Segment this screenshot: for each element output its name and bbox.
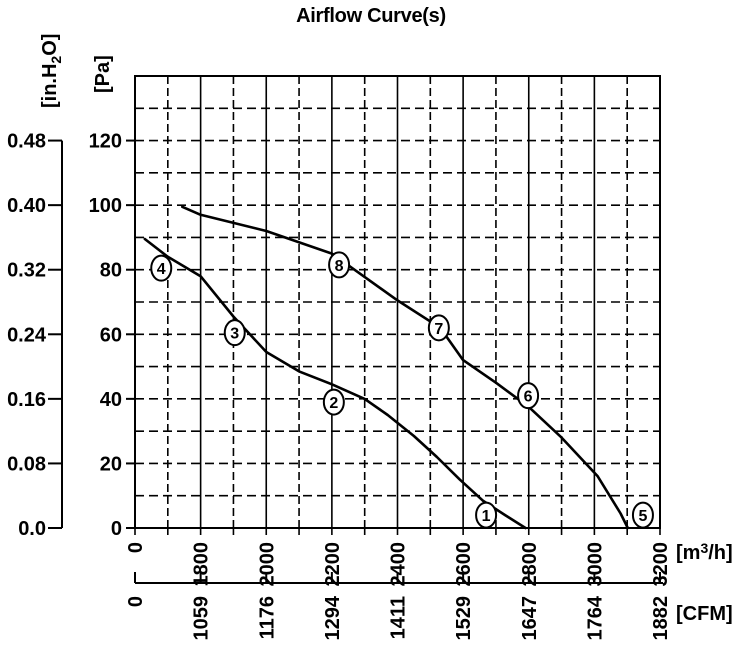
curve-5-8 — [181, 205, 630, 530]
curve-marker-5: 5 — [631, 501, 654, 529]
curve-marker-circle-8 — [328, 251, 351, 279]
cfm-tick-label: 1294 — [322, 595, 344, 640]
cfm-tick-label: 1176 — [256, 596, 278, 639]
curve-marker-2: 2 — [322, 388, 345, 416]
curve-marker-circle-4 — [150, 254, 173, 282]
m3h-tick-label: 3000 — [584, 542, 606, 587]
curve-marker-circle-3 — [223, 319, 246, 347]
cfm-tick-label: 1882 — [650, 596, 672, 641]
m3h-unit-pre: [m — [676, 542, 700, 564]
inh2o-tick-label: 0.08 — [7, 453, 46, 475]
m3h-tick-label: 2800 — [519, 542, 541, 587]
cfm-tick-label: 1529 — [453, 596, 475, 641]
cfm-tick-label: 1647 — [519, 596, 541, 641]
m3h-tick-label: 2200 — [322, 542, 344, 587]
m3h-tick-label: 2600 — [453, 542, 475, 587]
inh2o-unit-subscript: 2 — [48, 56, 64, 64]
inh2o-tick-label: 0.40 — [7, 195, 46, 217]
m3h-tick-label: 1800 — [191, 542, 213, 587]
cfm-tick-label: 1764 — [584, 595, 606, 640]
m3h-unit-superscript: 3 — [700, 540, 708, 556]
curve-marker-8: 8 — [328, 251, 351, 279]
cfm-tick-label: 0 — [125, 596, 147, 607]
cfm-tick-label: 1411 — [388, 596, 410, 639]
m3h-tick-label: 2400 — [388, 542, 410, 587]
curve-marker-7: 7 — [427, 314, 450, 342]
curve-marker-6: 6 — [517, 382, 540, 410]
m3h-tick-label: 2000 — [256, 542, 278, 587]
curve-marker-circle-5 — [631, 501, 654, 529]
m3h-unit-post: /h] — [708, 542, 732, 564]
curve-marker-number-3: 3 — [230, 326, 239, 343]
curve-marker-number-7: 7 — [434, 321, 443, 338]
pa-tick-label: 0 — [111, 518, 122, 540]
inh2o-unit-pre: [in.H — [39, 64, 61, 108]
curve-marker-number-6: 6 — [524, 389, 533, 406]
curve-marker-circle-7 — [427, 314, 450, 342]
pa-tick-label: 80 — [100, 260, 122, 282]
cfm-tick-label: 1059 — [191, 596, 213, 641]
m3h-tick-label: 3200 — [650, 542, 672, 587]
inh2o-tick-label: 0.16 — [7, 389, 46, 411]
curve-marker-circle-2 — [322, 388, 345, 416]
curve-marker-number-5: 5 — [638, 508, 647, 525]
cfm-unit-label: [CFM] — [676, 603, 733, 625]
curve-marker-4: 4 — [150, 254, 173, 282]
curve-marker-number-4: 4 — [157, 261, 166, 278]
curve-marker-3: 3 — [223, 319, 246, 347]
inh2o-unit-label: [in.H2O] — [39, 34, 64, 108]
pa-tick-label: 120 — [89, 131, 122, 153]
m3h-tick-label: 0 — [125, 542, 147, 553]
pa-tick-label: 20 — [100, 453, 122, 475]
pa-tick-label: 100 — [89, 195, 122, 217]
pa-tick-label: 60 — [100, 324, 122, 346]
pa-tick-label: 40 — [100, 389, 122, 411]
inh2o-unit-post: O] — [39, 34, 61, 56]
m3h-unit-label: [m3/h] — [676, 540, 733, 564]
curve-marker-circle-1 — [475, 501, 498, 529]
curve-marker-number-1: 1 — [482, 508, 491, 525]
inh2o-tick-label: 0.48 — [7, 131, 46, 153]
chart-title: Airflow Curve(s) — [296, 5, 446, 27]
inh2o-tick-label: 0.24 — [7, 324, 47, 346]
curve-marker-number-8: 8 — [335, 258, 344, 275]
pa-unit-label: [Pa] — [92, 55, 114, 93]
inh2o-tick-label: 0.0 — [18, 518, 46, 540]
inh2o-tick-label: 0.32 — [7, 260, 46, 282]
curve-marker-number-2: 2 — [329, 395, 338, 412]
curve-1-4 — [143, 237, 527, 530]
curve-marker-1: 1 — [475, 501, 498, 529]
curve-marker-circle-6 — [517, 382, 540, 410]
